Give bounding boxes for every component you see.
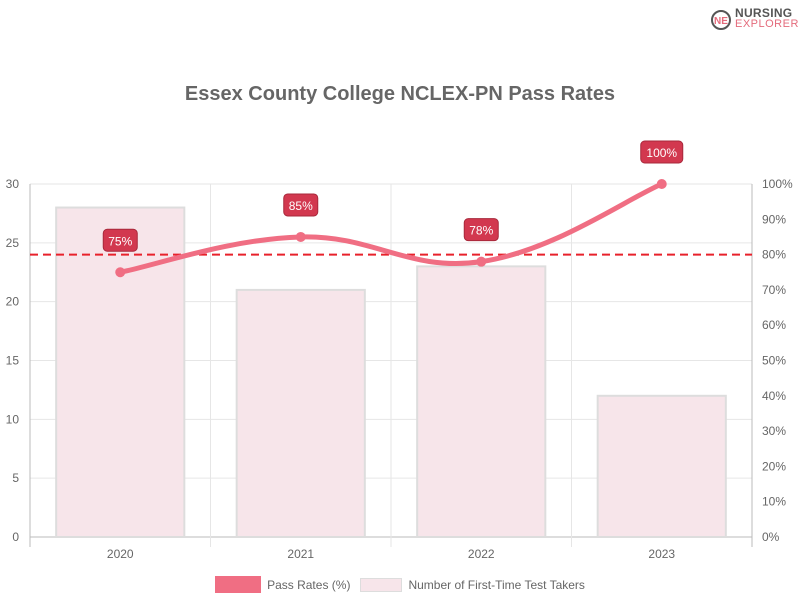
legend-swatch <box>360 577 403 592</box>
left-tick-label: 30 <box>6 177 20 191</box>
right-tick-label: 0% <box>762 530 780 544</box>
legend-swatch <box>215 576 262 593</box>
right-tick-label: 50% <box>762 354 786 368</box>
right-tick-label: 70% <box>762 283 786 297</box>
logo-icon: NE <box>711 10 731 30</box>
right-tick-label: 90% <box>762 212 786 226</box>
svg-text:NE: NE <box>714 16 728 27</box>
bar <box>235 288 366 538</box>
pass-rate-point <box>295 231 306 242</box>
data-label: 85% <box>289 199 313 213</box>
data-label-box <box>640 140 684 164</box>
pass-rate-line <box>119 181 663 275</box>
pass-rate-point <box>115 267 126 278</box>
pass-rate-point <box>656 179 667 189</box>
right-tick-label: 20% <box>762 459 786 473</box>
left-tick-label: 0 <box>12 530 19 544</box>
x-tick-label: 2021 <box>287 547 314 561</box>
x-tick-label: 2022 <box>468 547 495 561</box>
left-tick-label: 10 <box>6 412 20 426</box>
logo: NE NURSING EXPLORER <box>710 6 799 30</box>
right-tick-label: 10% <box>762 495 786 509</box>
left-tick-label: 20 <box>6 295 20 309</box>
right-tick-label: 40% <box>762 389 786 403</box>
legend-item-test-takers[interactable]: Number of First-Time Test Takers <box>360 577 585 592</box>
data-label: 75% <box>108 234 132 248</box>
left-tick-label: 5 <box>12 471 19 485</box>
bar <box>416 265 547 538</box>
x-tick-label: 2023 <box>648 547 675 561</box>
chart-title: Essex County College NCLEX-PN Pass Rates <box>185 83 615 105</box>
left-tick-label: 25 <box>6 236 20 250</box>
data-label-box <box>283 193 319 217</box>
right-tick-label: 100% <box>762 177 793 191</box>
right-tick-label: 80% <box>762 248 786 262</box>
bar <box>55 206 186 539</box>
right-tick-label: 60% <box>762 318 786 332</box>
bar <box>596 394 727 538</box>
data-label-box <box>102 228 138 252</box>
data-label: 100% <box>646 146 677 160</box>
legend-label: Number of First-Time Test Takers <box>408 577 585 592</box>
logo-line2: EXPLORER <box>735 18 799 30</box>
legend-label: Pass Rates (%) <box>267 577 351 592</box>
pass-rate-point <box>476 256 487 267</box>
legend-item-pass-rates[interactable]: Pass Rates (%) <box>215 576 350 593</box>
left-tick-label: 15 <box>6 354 20 368</box>
right-tick-label: 30% <box>762 424 786 438</box>
logo-line1: NURSING <box>735 6 793 20</box>
data-label: 78% <box>469 224 493 238</box>
x-tick-label: 2020 <box>107 547 134 561</box>
legend: Pass Rates (%) Number of First-Time Test… <box>0 576 800 593</box>
data-label-box <box>463 218 499 242</box>
